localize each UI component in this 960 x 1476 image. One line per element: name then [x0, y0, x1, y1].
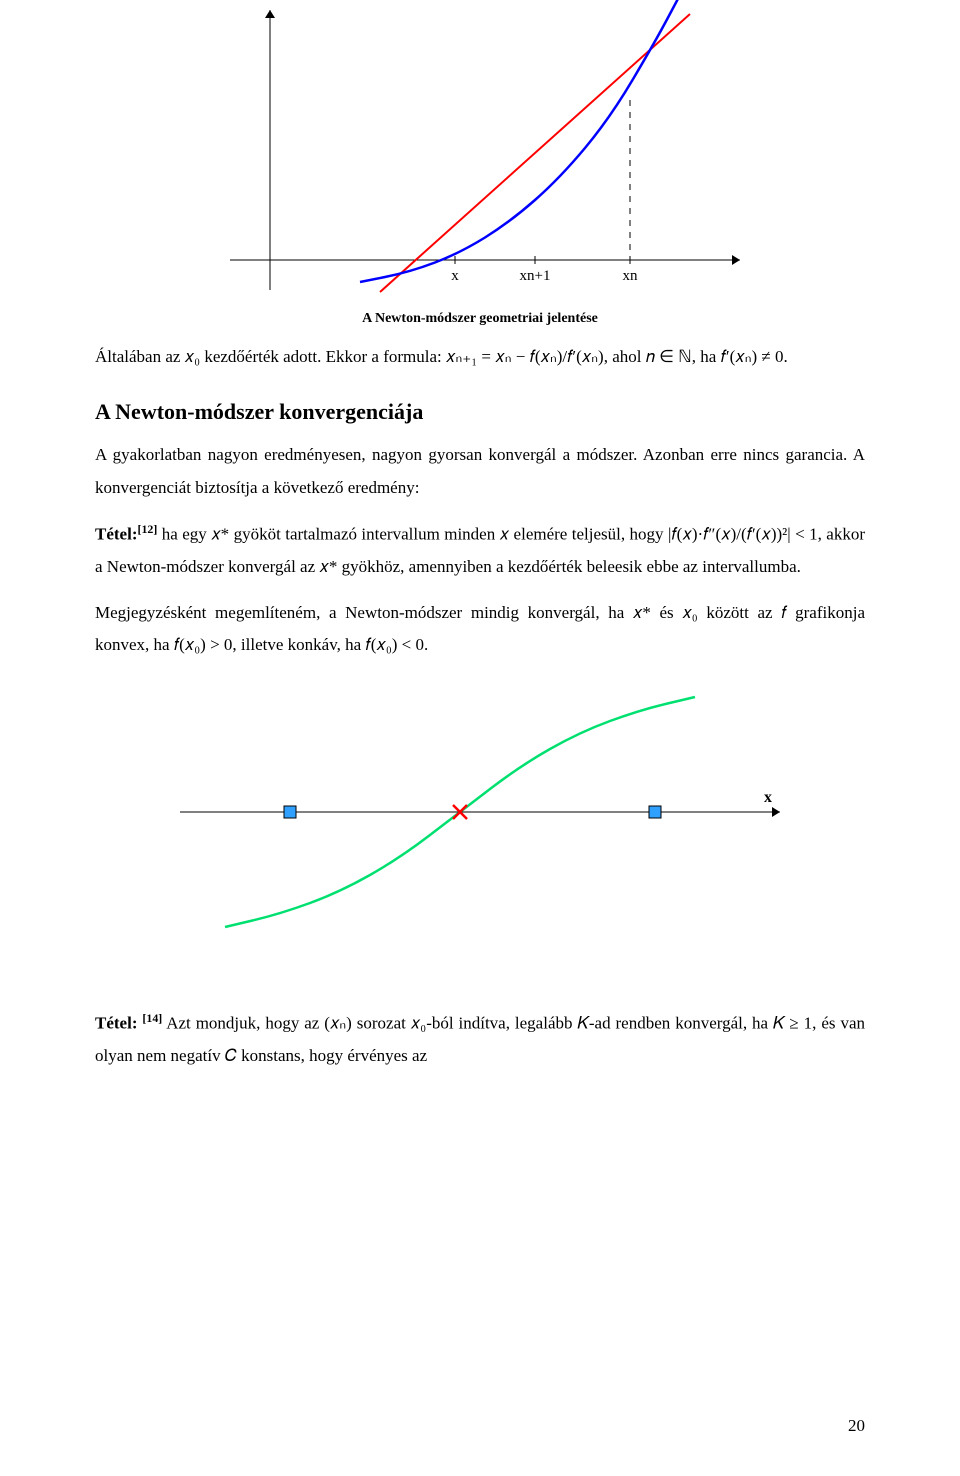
page-number: 20	[848, 1416, 865, 1436]
svg-text:x: x	[451, 268, 459, 284]
svg-text:xn+1: xn+1	[520, 268, 551, 284]
heading-convergence: A Newton-módszer konvergenciája	[95, 399, 865, 425]
paragraph-remark: Megjegyzésként megemlíteném, a Newton-mó…	[95, 597, 865, 662]
theorem-ref-2: [14]	[142, 1011, 162, 1025]
theorem-label: Tétel:	[95, 525, 137, 544]
svg-text:x: x	[764, 789, 772, 806]
theorem-body: ha egy 𝑥* gyököt tartalmazó intervallum …	[95, 525, 865, 576]
theorem-label-2: Tétel:	[95, 1013, 137, 1032]
figure-caption: A Newton-módszer geometriai jelentése	[95, 311, 865, 327]
figure-convex: x	[95, 682, 865, 947]
paragraph-convergence-intro: A gyakorlatban nagyon eredményesen, nagy…	[95, 439, 865, 504]
theorem-12: Tétel:[12] ha egy 𝑥* gyököt tartalmazó i…	[95, 518, 865, 583]
theorem-14: Tétel: [14] Azt mondjuk, hogy az (𝑥ₙ) so…	[95, 1007, 865, 1072]
page: x xn+1 xn A Newton-módszer geometriai jele…	[0, 0, 960, 1476]
theorem-ref: [12]	[137, 522, 157, 536]
convex-diagram-svg: x	[160, 682, 800, 942]
figure-newton-method: x xn+1 xn A Newton-módszer geometriai jele…	[95, 0, 865, 327]
paragraph-intro: Általában az 𝑥₀ kezdőérték adott. Ekkor …	[95, 341, 865, 373]
newton-diagram-svg: x xn+1 xn	[200, 0, 760, 300]
theorem-body-2: Azt mondjuk, hogy az (𝑥ₙ) sorozat 𝑥₀-ból…	[95, 1013, 865, 1064]
svg-text:xn: xn	[623, 268, 639, 284]
